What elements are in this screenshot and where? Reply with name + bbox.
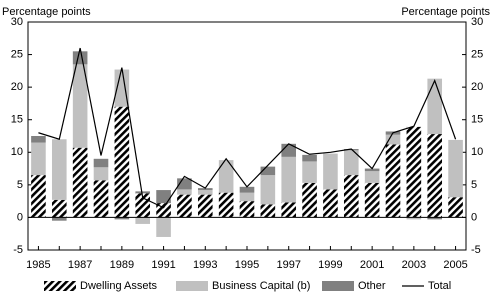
- bar-segment: [302, 161, 317, 183]
- bar-segment: [364, 171, 380, 183]
- legend-label: Dwelling Assets: [80, 280, 158, 292]
- bar-segment: [385, 134, 401, 145]
- legend-swatch: [322, 281, 354, 291]
- bar-segment: [343, 150, 359, 176]
- bar-segment: [93, 158, 109, 168]
- y-tick-label: 15: [11, 114, 23, 126]
- y-tick-label: -5: [13, 244, 23, 256]
- bar-segment: [93, 180, 109, 218]
- bar-segment: [177, 189, 192, 195]
- bar-segment: [114, 106, 130, 218]
- bar-segment: [364, 182, 380, 218]
- bar-segment: [385, 144, 401, 218]
- bar-segment: [72, 51, 88, 65]
- bar-segment: [427, 134, 443, 218]
- y2-tick-label: 0: [471, 211, 477, 223]
- bar-segment: [156, 203, 171, 218]
- bar-segment: [448, 197, 463, 218]
- bar-segment: [260, 166, 276, 176]
- bar-segment: [218, 160, 234, 193]
- bar-segment: [406, 217, 422, 220]
- y-tick-label: 10: [11, 146, 23, 158]
- y-tick-label: 0: [17, 211, 23, 223]
- bar-segment: [114, 217, 130, 220]
- bar-segment: [364, 168, 380, 172]
- y2-tick-label: 20: [471, 81, 483, 93]
- y-tick-label: 5: [17, 179, 23, 191]
- bar-segment: [427, 78, 443, 135]
- bar-segment: [135, 217, 151, 224]
- total-line: [38, 47, 457, 209]
- bar-segment: [427, 217, 443, 220]
- legend-swatch: [44, 281, 76, 291]
- bar-segment: [135, 191, 151, 194]
- x-tick-label: 1995: [235, 259, 259, 271]
- bar-segment: [260, 204, 276, 218]
- x-tick-label: 2003: [402, 259, 426, 271]
- bar-segment: [302, 154, 317, 162]
- bar-segment: [31, 175, 46, 218]
- bar-segment: [239, 192, 255, 202]
- y2-tick-label: 5: [471, 179, 477, 191]
- legend-label: Total: [428, 280, 451, 292]
- bar-segment: [93, 167, 109, 181]
- y2-tick-label: 15: [471, 114, 483, 126]
- bar-segment: [281, 156, 297, 203]
- y-tick-label: 20: [11, 81, 23, 93]
- bar-segment: [239, 186, 255, 193]
- y-tick-label: 25: [11, 48, 23, 60]
- x-tick-label: 1991: [151, 259, 175, 271]
- bar-segment: [260, 175, 276, 205]
- y2-tick-label: 10: [471, 146, 483, 158]
- bar-segment: [281, 202, 297, 218]
- bar-segment: [51, 217, 67, 221]
- bar-segment: [197, 188, 213, 191]
- legend-label: Other: [358, 280, 386, 292]
- legend-swatch: [176, 281, 208, 291]
- bar-segment: [177, 178, 192, 190]
- bar-segment: [448, 139, 463, 198]
- legend-label: Business Capital (b): [212, 280, 310, 292]
- y-axis-label: Percentage points: [2, 6, 91, 18]
- bar-segment: [72, 147, 88, 218]
- bar-segment: [31, 142, 46, 176]
- bar-segment: [156, 190, 171, 204]
- bar-segment: [197, 194, 213, 218]
- bar-segment: [197, 190, 213, 195]
- bar-segment: [323, 189, 338, 218]
- bar-segment: [343, 175, 359, 218]
- bar-segment: [51, 139, 67, 200]
- bar-segment: [114, 69, 130, 107]
- x-tick-label: 1987: [68, 259, 92, 271]
- bar-segment: [323, 153, 338, 190]
- bar-segment: [31, 136, 46, 143]
- x-tick-label: 1999: [318, 259, 342, 271]
- y2-tick-label: 25: [471, 48, 483, 60]
- y2-axis-label: Percentage points: [401, 6, 490, 18]
- bar-segment: [406, 126, 422, 218]
- bar-segment: [239, 201, 255, 218]
- bar-segment: [218, 192, 234, 218]
- bar-segment: [72, 64, 88, 148]
- bar-segment: [51, 199, 67, 218]
- x-tick-label: 1989: [110, 259, 134, 271]
- x-tick-label: 2001: [360, 259, 384, 271]
- x-tick-label: 2005: [443, 259, 467, 271]
- y-tick-label: 30: [11, 16, 23, 28]
- x-tick-label: 1985: [26, 259, 50, 271]
- x-tick-label: 1993: [193, 259, 217, 271]
- bar-segment: [156, 217, 171, 237]
- x-tick-label: 1997: [276, 259, 300, 271]
- bar-segment: [302, 182, 317, 218]
- y2-tick-label: 30: [471, 16, 483, 28]
- y2-tick-label: -5: [471, 244, 481, 256]
- bar-segment: [177, 194, 192, 218]
